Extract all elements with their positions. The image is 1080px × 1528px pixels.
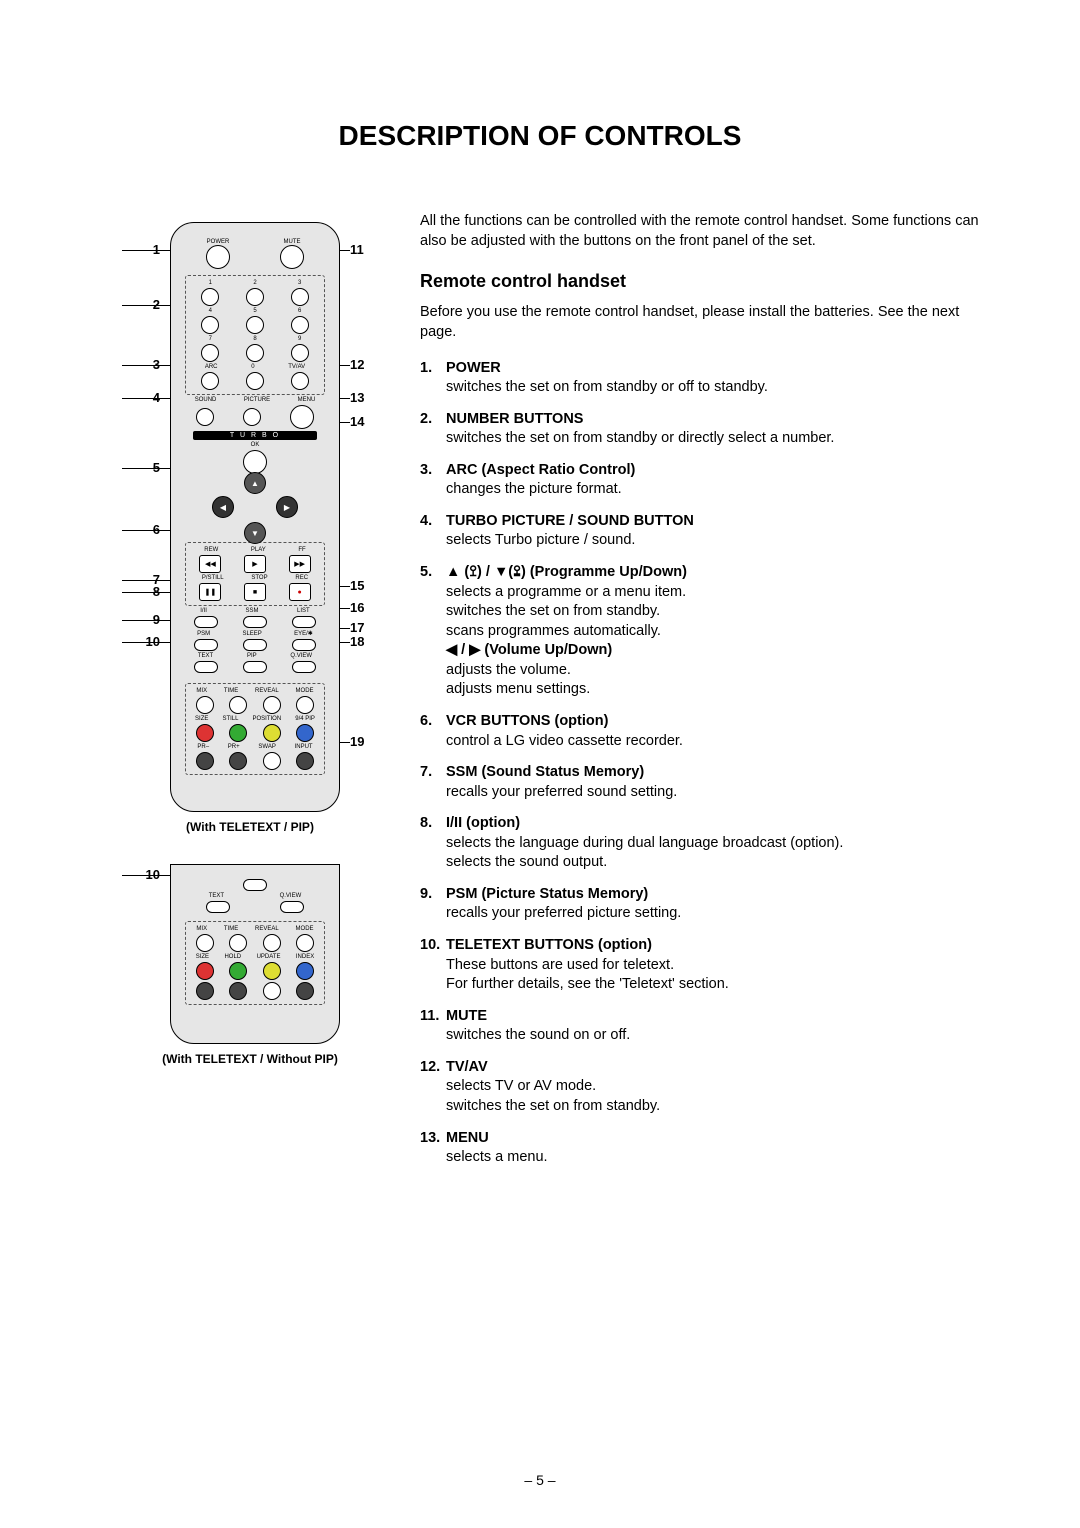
control-item-5: ▲ (ꔌ) / ▼(ꔍ) (Programme Up/Down)selects … <box>446 563 980 700</box>
control-item-3: ARC (Aspect Ratio Control)changes the pi… <box>446 461 980 500</box>
caption-with-pip: (With TELETEXT / PIP) <box>100 820 400 834</box>
label-arc: ARC <box>205 364 218 370</box>
control-item-1: POWERswitches the set on from standby or… <box>446 359 980 398</box>
label-prminus: PR– <box>197 744 209 750</box>
remote-main: POWER MUTE 123 456 789 ARC0TV/AV S <box>170 222 340 812</box>
control-item-4: TURBO PICTURE / SOUND BUTTONselects Turb… <box>446 512 980 551</box>
label-pip94: 9/4 PIP <box>295 716 315 722</box>
control-item-12: TV/AVselects TV or AV mode.switches the … <box>446 1058 980 1117</box>
label-index: INDEX <box>296 954 314 960</box>
label-update: UPDATE <box>257 954 281 960</box>
callout-16-right: 16 <box>350 600 364 615</box>
label-list: LIST <box>297 608 310 614</box>
label-tvav: TV/AV <box>288 364 305 370</box>
label-mode: MODE <box>296 688 314 694</box>
label-qview-2: Q.VIEW <box>280 893 302 899</box>
intro-text: All the functions can be controlled with… <box>420 212 980 251</box>
label-prplus: PR+ <box>228 744 240 750</box>
label-iii: I/II <box>200 608 207 614</box>
label-rec: REC <box>295 575 308 581</box>
callout-15-right: 15 <box>350 578 364 593</box>
callout-11-right: 11 <box>350 242 364 257</box>
label-rew: REW <box>204 547 218 553</box>
remote-diagram-wrap: 1234567891011121314151617181910 POWER MU… <box>100 222 400 1066</box>
label-stop: STOP <box>251 575 267 581</box>
control-item-13: MENUselects a menu. <box>446 1129 980 1168</box>
page: DESCRIPTION OF CONTROLS 1234567891011121… <box>0 0 1080 1220</box>
number-pad: 123 456 789 ARC0TV/AV <box>185 275 325 395</box>
label-pstill: P/STILL <box>202 575 224 581</box>
label-psm: PSM <box>197 631 210 637</box>
left-column: 1234567891011121314151617181910 POWER MU… <box>100 212 400 1180</box>
label-mix: MIX <box>196 688 207 694</box>
page-title: DESCRIPTION OF CONTROLS <box>100 120 980 152</box>
turbo-bar: T U R B O <box>193 431 317 440</box>
label-play: PLAY <box>251 547 266 553</box>
label-position: POSITION <box>253 716 282 722</box>
label-ok: OK <box>251 442 260 448</box>
control-item-9: PSM (Picture Status Memory)recalls your … <box>446 885 980 924</box>
label-size: SIZE <box>195 716 208 722</box>
callout-13-right: 13 <box>350 390 364 405</box>
callout-18-right: 18 <box>350 634 364 649</box>
controls-list: POWERswitches the set on from standby or… <box>420 359 980 1168</box>
label-ff: FF <box>298 547 305 553</box>
control-item-11: MUTEswitches the sound on or off. <box>446 1007 980 1046</box>
label-hold: HOLD <box>224 954 241 960</box>
subtitle: Remote control handset <box>420 269 980 293</box>
remote-secondary: TEXT Q.VIEW MIX TIME REVEAL MODE SIZE HOLD UPD… <box>170 864 340 1044</box>
caption-without-pip: (With TELETEXT / Without PIP) <box>100 1052 400 1066</box>
teletext-group: MIX TIME REVEAL MODE SIZE STILL POSITION 9/4 P… <box>185 683 325 775</box>
label-reveal-2: REVEAL <box>255 926 279 932</box>
control-item-7: SSM (Sound Status Memory)recalls your pr… <box>446 763 980 802</box>
control-item-6: VCR BUTTONS (option)control a LG video c… <box>446 712 980 751</box>
label-text-2: TEXT <box>209 893 224 899</box>
callout-17-right: 17 <box>350 620 364 635</box>
callout-14-right: 14 <box>350 414 364 429</box>
label-reveal: REVEAL <box>255 688 279 694</box>
label-mode-2: MODE <box>296 926 314 932</box>
right-column: All the functions can be controlled with… <box>420 212 980 1180</box>
control-item-2: NUMBER BUTTONSswitches the set on from s… <box>446 410 980 449</box>
label-size-2: SIZE <box>196 954 209 960</box>
label-mix-2: MIX <box>196 926 207 932</box>
label-eye: EYE/✱ <box>294 630 313 637</box>
label-still: STILL <box>222 716 238 722</box>
nav-pad: ▲ ▼ ◀ ▶ <box>210 478 300 538</box>
label-picture: PICTURE <box>244 397 270 403</box>
label-sleep: SLEEP <box>242 631 261 637</box>
label-sound: SOUND <box>195 397 217 403</box>
subintro-text: Before you use the remote control handse… <box>420 303 980 342</box>
callout-19-right: 19 <box>350 734 364 749</box>
control-item-8: I/II (option)selects the language during… <box>446 814 980 873</box>
callout-12-right: 12 <box>350 357 364 372</box>
label-time: TIME <box>224 688 238 694</box>
vcr-buttons: REWPLAYFF ◀◀▶▶▶ P/STILLSTOPREC ❚❚■● <box>185 542 325 606</box>
label-qview: Q.VIEW <box>290 653 312 659</box>
content-area: 1234567891011121314151617181910 POWER MU… <box>100 212 980 1180</box>
control-item-10: TELETEXT BUTTONS (option)These buttons a… <box>446 936 980 995</box>
label-ssm: SSM <box>245 608 258 614</box>
label-input: INPUT <box>295 744 313 750</box>
label-time-2: TIME <box>224 926 238 932</box>
label-swap: SWAP <box>258 744 275 750</box>
label-pip: PIP <box>247 653 257 659</box>
label-text: TEXT <box>198 653 213 659</box>
label-menu: MENU <box>298 397 316 403</box>
page-number: – 5 – <box>0 1472 1080 1488</box>
